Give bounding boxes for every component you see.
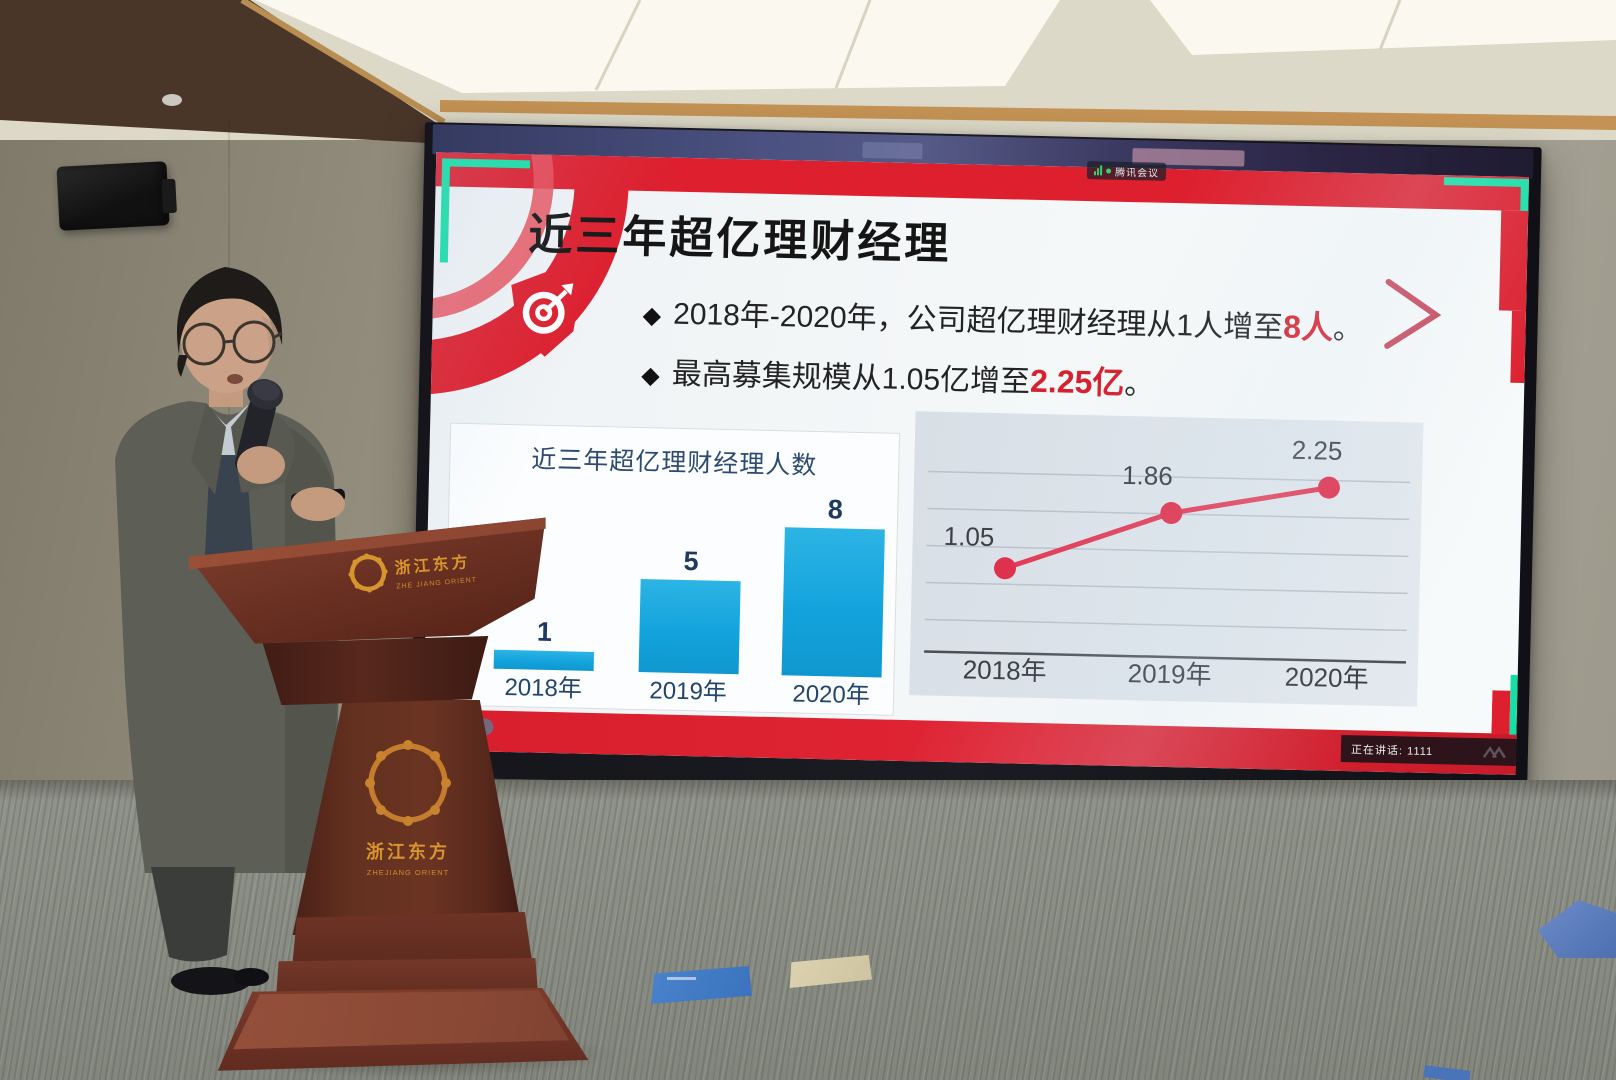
bar-2019: 5: [638, 545, 742, 675]
presentation-screen: 近三年超亿理财经理 ◆ 2018年-2020年，公司超亿理财经理从1人增至8人。 …: [410, 122, 1542, 803]
line-chart-panel: 1.05 1.86 2.25 2018年 2019年 2020年: [909, 411, 1424, 707]
meeting-app-badge: 腾讯会议: [1086, 161, 1167, 181]
podium-neck: [262, 636, 489, 706]
bar-value-label: 8: [827, 494, 844, 525]
ceiling-sensor: [162, 94, 182, 106]
bar-axis-label: 2020年: [792, 680, 871, 710]
line-axis-label: 2020年: [1284, 661, 1369, 694]
bullet-diamond-icon: ◆: [640, 361, 661, 390]
podium-desk-logo: 浙江东方 ZHE JIANG ORIENT: [348, 552, 477, 593]
suit-jacket: [115, 401, 339, 873]
glasses: [182, 320, 283, 366]
shoe: [171, 967, 251, 995]
bullet-2: ◆ 最高募集规模从1.05亿增至2.25亿。: [640, 357, 1155, 402]
bar-2018: 1: [493, 616, 595, 671]
trend-line: [1004, 485, 1330, 571]
slide: 近三年超亿理财经理 ◆ 2018年-2020年，公司超亿理财经理从1人增至8人。 …: [422, 152, 1530, 775]
wood-bulkhead: [0, 0, 447, 144]
ceiling: [0, 0, 1616, 144]
target-badge-icon: [511, 271, 582, 357]
ceiling-light-panel: [255, 0, 1060, 93]
podium-front-logo-en: ZHEJIANG ORIENT: [367, 868, 450, 877]
bullet-diamond-icon: ◆: [642, 301, 662, 330]
bar-value-label: 5: [683, 545, 699, 577]
trousers: [151, 867, 235, 962]
point-value-label: 1.86: [1121, 459, 1174, 492]
hair: [176, 267, 283, 355]
line-chart: [924, 470, 1411, 664]
signal-icon: [1093, 165, 1103, 176]
recording-dot-icon: [1106, 167, 1112, 174]
slide-corner-decoration-bottom-right: [1491, 674, 1518, 735]
point-value-label: 1.05: [943, 520, 995, 553]
line-axis-label: 2019年: [1127, 658, 1212, 690]
bar-2020: 8: [781, 493, 886, 678]
meeting-logo-watermark: [1482, 745, 1506, 758]
bar-axis-label: 2019年: [649, 677, 728, 706]
slide-title: 近三年超亿理财经理: [527, 210, 952, 269]
data-point-2019: [1160, 502, 1183, 525]
light-reflection: [862, 141, 923, 160]
podium-desk-logo-cn: 浙江东方: [394, 552, 471, 578]
meeting-app-name: 腾讯会议: [1114, 167, 1160, 180]
presenter: [115, 267, 346, 995]
bar-chart-title: 近三年超亿理财经理人数: [531, 445, 818, 480]
bar: [781, 527, 885, 678]
slide-corner-decoration-left: [429, 152, 629, 395]
podium-front-logo-cn: 浙江东方: [366, 841, 450, 862]
line-axis-label: 2018年: [962, 654, 1047, 687]
bar-value-label: 1: [536, 616, 553, 648]
bar: [638, 579, 741, 675]
next-chevron-icon: [1384, 278, 1442, 349]
face: [181, 285, 273, 393]
left-hand: [291, 487, 345, 521]
x-axis: [924, 650, 1407, 664]
bullet-1: ◆ 2018年-2020年，公司超亿理财经理从1人增至8人。: [642, 297, 1364, 347]
ceiling-light-panel: [1150, 0, 1616, 55]
right-hand: [237, 446, 285, 484]
mouth: [227, 374, 243, 384]
wall-speaker: [56, 161, 170, 231]
point-value-label: 2.25: [1291, 434, 1343, 466]
podium-front-logo: 浙江东方 ZHEJIANG ORIENT: [365, 740, 451, 877]
data-point-2018: [994, 557, 1017, 580]
podium-base-top: [233, 990, 570, 1050]
bar-axis-label: 2018年: [504, 673, 583, 703]
ceiling-wood-trim: [440, 100, 1616, 130]
speaking-status-bar: 正在讲话: 1111: [1340, 734, 1519, 766]
podium-desk-logo-en: ZHE JIANG ORIENT: [396, 577, 477, 591]
data-point-2020: [1317, 476, 1340, 499]
speaking-status-text: 正在讲话: 1111: [1350, 743, 1434, 758]
